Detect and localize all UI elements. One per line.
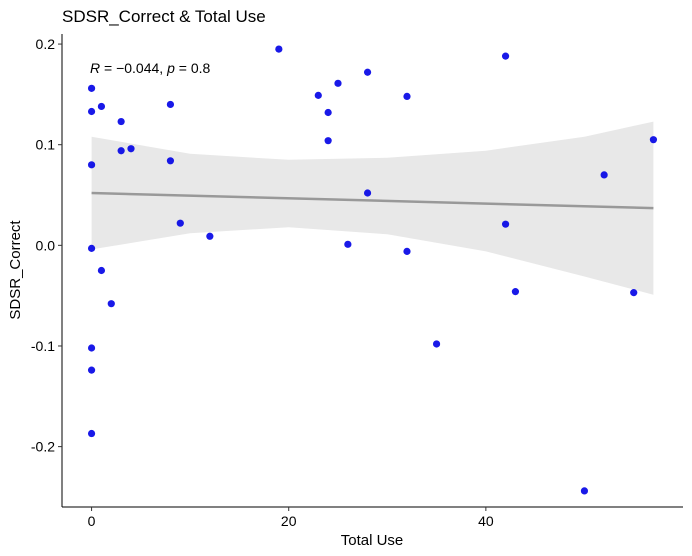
x-axis-title: Total Use (341, 532, 404, 549)
confidence-band (91, 121, 654, 295)
data-point-32 (600, 171, 608, 179)
data-point-30 (511, 288, 520, 296)
p-value: = 0.8 (175, 60, 211, 76)
trend-line (91, 191, 654, 210)
r-value: = −0.044, (100, 60, 167, 76)
data-point-14 (166, 157, 175, 165)
data-point-18 (314, 91, 322, 99)
p-symbol: p (166, 60, 175, 76)
correlation-annotation: R = −0.044, p = 0.8 (90, 60, 211, 76)
x-tick-label-1: 20 (281, 513, 297, 529)
data-point-21 (334, 79, 342, 87)
data-point-10 (117, 117, 125, 126)
data-point-27 (432, 340, 441, 348)
r-symbol: R (90, 60, 100, 76)
x-tick-label-0: 0 (88, 513, 96, 529)
data-point-23 (363, 68, 372, 76)
axes: 0 20 40 0.2 0.1 0.0 -0.1 -0.2 (31, 34, 683, 529)
x-tick-label-2: 40 (478, 513, 494, 529)
data-point-16 (206, 232, 214, 240)
y-tick-label-0: 0.2 (36, 36, 56, 52)
data-point-33 (630, 289, 638, 297)
plot-area (87, 45, 658, 495)
data-point-20 (324, 137, 332, 145)
data-point-7 (97, 102, 106, 111)
data-point-26 (403, 247, 411, 255)
data-point-31 (580, 487, 589, 495)
y-tick-label-4: -0.2 (31, 439, 55, 455)
data-point-1 (87, 107, 96, 116)
data-point-15 (176, 219, 184, 227)
data-point-34 (649, 136, 658, 144)
data-point-25 (403, 92, 411, 100)
data-point-3 (87, 244, 96, 252)
chart-title: SDSR_Correct & Total Use (62, 7, 266, 26)
data-point-2 (87, 161, 96, 169)
data-point-0 (87, 84, 96, 92)
data-point-29 (501, 220, 510, 228)
y-axis-title: SDSR_Correct (7, 220, 24, 320)
data-point-19 (324, 108, 332, 117)
y-tick-label-3: -0.1 (31, 338, 55, 354)
data-point-5 (87, 366, 96, 374)
data-point-6 (87, 429, 96, 438)
data-point-28 (501, 52, 510, 60)
data-point-11 (117, 147, 125, 155)
y-tick-label-2: 0.0 (36, 237, 56, 253)
data-point-24 (363, 189, 372, 197)
data-point-22 (344, 240, 352, 248)
data-point-4 (87, 344, 96, 352)
data-point-13 (166, 100, 175, 109)
y-tick-label-1: 0.1 (36, 137, 56, 153)
data-point-12 (127, 145, 135, 153)
data-point-9 (107, 300, 115, 308)
data-point-17 (275, 45, 283, 53)
data-point-8 (97, 266, 106, 275)
